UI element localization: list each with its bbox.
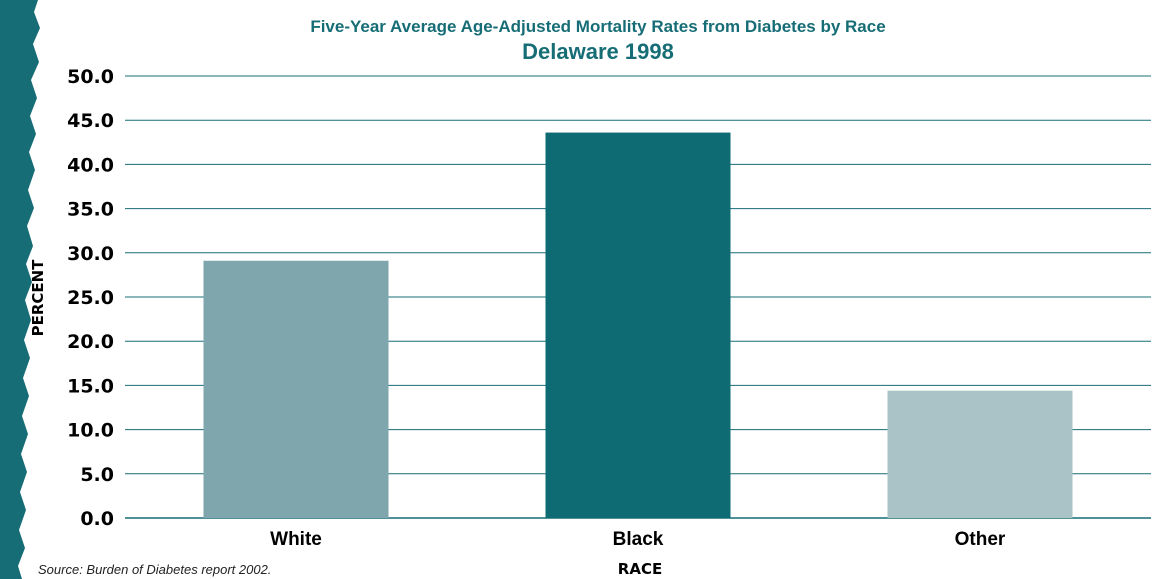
y-tick-label: 50.0 xyxy=(67,66,114,88)
x-tick-label: White xyxy=(270,529,322,550)
bar-other xyxy=(887,390,1073,518)
y-tick-label: 25.0 xyxy=(67,287,114,309)
y-tick-label: 10.0 xyxy=(67,420,114,442)
y-tick-label: 15.0 xyxy=(67,375,114,397)
y-tick-label: 20.0 xyxy=(67,331,114,353)
decorative-torn-edge xyxy=(0,0,40,579)
y-axis-ticks: 0.0 5.0 10.0 15.0 20.0 25.0 30.0 35.0 40.0 45.0 50… xyxy=(67,66,114,530)
y-tick-label: 30.0 xyxy=(67,243,114,265)
x-tick-label: Other xyxy=(955,529,1006,550)
y-tick-label: 0.0 xyxy=(80,508,114,530)
x-tick-label: Black xyxy=(613,529,664,550)
y-axis-label: PERCENT xyxy=(29,259,47,337)
y-tick-label: 40.0 xyxy=(67,154,114,176)
chart-title: Five-Year Average Age-Adjusted Mortality… xyxy=(310,17,885,36)
bar-white xyxy=(203,260,389,518)
source-note: Source: Burden of Diabetes report 2002. xyxy=(38,562,271,577)
bars xyxy=(203,132,1073,519)
x-axis-ticks: White Black Other xyxy=(270,529,1006,550)
y-tick-label: 5.0 xyxy=(80,464,114,486)
y-tick-label: 35.0 xyxy=(67,199,114,221)
bar-black xyxy=(545,132,731,519)
x-axis-label: RACE xyxy=(618,560,662,578)
chart-subtitle: Delaware 1998 xyxy=(522,39,674,64)
y-tick-label: 45.0 xyxy=(67,110,114,132)
